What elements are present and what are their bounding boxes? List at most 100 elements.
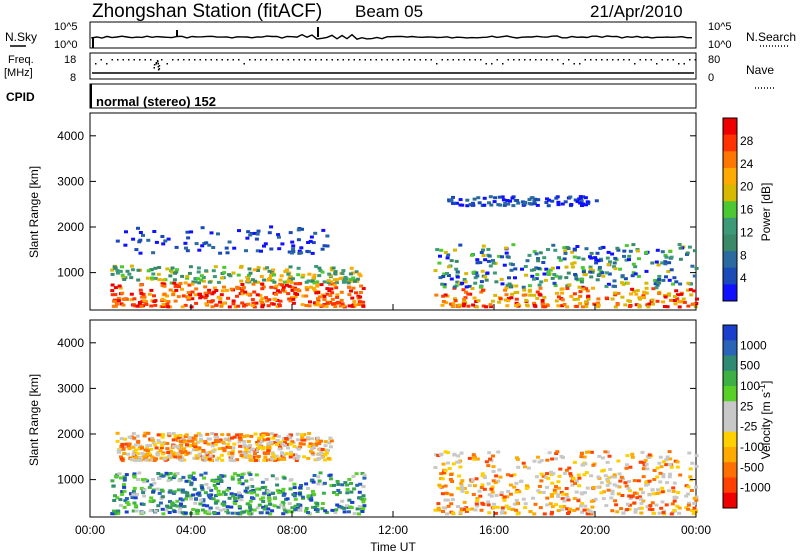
velocity-data-cell: [632, 501, 637, 505]
velocity-data-cell: [288, 487, 293, 491]
velocity-data-cell: [143, 431, 148, 435]
power-data-cell: [169, 281, 174, 285]
power-data-cell: [574, 304, 579, 308]
power-data-cell: [240, 289, 245, 293]
power-data-cell: [579, 280, 584, 284]
power-data-cell: [489, 203, 494, 207]
power-data-cell: [295, 292, 300, 296]
freq-dot: [221, 59, 223, 61]
velocity-data-cell: [223, 437, 228, 441]
velocity-data-cell: [217, 447, 222, 451]
power-data-cell: [572, 292, 577, 296]
power-data-cell: [599, 258, 604, 262]
freq-dot: [524, 59, 526, 61]
power-data-cell: [536, 266, 541, 270]
freq-dot: [661, 59, 663, 61]
power-data-cell: [510, 292, 515, 296]
velocity-data-cell: [149, 447, 154, 451]
velocity-data-cell: [200, 508, 205, 512]
power-data-cell: [174, 270, 179, 274]
velocity-data-cell: [650, 501, 655, 505]
freq-tick-top: 18: [64, 54, 76, 66]
power-data-cell: [134, 248, 139, 252]
velocity-data-cell: [545, 458, 550, 462]
velocity-data-cell: [281, 493, 286, 497]
velocity-data-cell: [184, 479, 189, 483]
power-data-cell: [454, 267, 459, 271]
velocity-data-cell: [500, 509, 505, 513]
power-data-cell: [349, 279, 354, 283]
power-data-cell: [341, 278, 346, 282]
velocity-data-cell: [349, 482, 353, 485]
power-data-cell: [160, 235, 165, 238]
freq-dot: [573, 63, 575, 65]
power-data-cell: [313, 231, 318, 235]
velocity-data-cell: [248, 508, 253, 512]
power-data-cell: [461, 288, 466, 292]
freq-dot: [474, 59, 476, 61]
power-data-cell: [252, 305, 257, 309]
power-data-cell: [582, 273, 587, 277]
velocity-data-cell: [180, 511, 185, 515]
power-data-cell: [225, 251, 230, 255]
velocity-data-cell: [593, 497, 598, 501]
velocity-data-cell: [487, 451, 492, 455]
power-data-cell: [661, 300, 665, 304]
velocity-data-cell: [231, 459, 236, 463]
power-data-cell: [589, 256, 594, 260]
power-data-cell: [527, 201, 532, 205]
velocity-data-cell: [282, 457, 287, 461]
velocity-data-cell: [271, 436, 276, 440]
velocity-data-cell: [599, 481, 604, 485]
power-data-cell: [442, 285, 447, 289]
power-data-cell: [523, 201, 528, 205]
velocity-data-cell: [212, 483, 217, 487]
velocity-data-cell: [559, 454, 564, 458]
velocity-data-cell: [113, 494, 117, 498]
power-data-cell: [522, 288, 527, 292]
power-data-cell: [162, 284, 167, 288]
velocity-data-cell: [316, 482, 321, 486]
power-data-cell: [287, 297, 292, 301]
power-data-cell: [271, 268, 275, 272]
velocity-data-cell: [169, 449, 174, 453]
power-data-cell: [304, 280, 309, 284]
velocity-data-cell: [596, 475, 601, 479]
velocity-data-cell: [449, 473, 454, 476]
velocity-data-cell: [185, 494, 190, 498]
power-data-cell: [261, 303, 266, 307]
velocity-data-cell: [211, 497, 216, 501]
power-y-tick-label: 3000: [57, 174, 84, 188]
freq-dot: [408, 59, 410, 61]
velocity-data-cell: [172, 444, 177, 448]
power-data-cell: [487, 201, 491, 205]
velocity-data-cell: [617, 485, 622, 489]
velocity-data-cell: [282, 506, 286, 510]
velocity-data-cell: [189, 497, 193, 501]
power-data-cell: [309, 285, 314, 289]
freq-dot: [158, 68, 161, 70]
power-data-cell: [139, 283, 144, 287]
velocity-data-cell: [554, 485, 558, 489]
power-data-cell: [304, 304, 309, 307]
velocity-data-cell: [127, 435, 132, 439]
velocity-data-cell: [336, 489, 341, 492]
velocity-x-ticks: 00:00 04:00 08:00 12:00 16:00 20:00 00:00: [75, 304, 711, 537]
velocity-data-cell: [233, 497, 237, 501]
velocity-data-cell: [538, 506, 543, 510]
velocity-data-cell: [228, 458, 233, 462]
velocity-data-cell: [318, 471, 323, 475]
power-data-cell: [505, 283, 510, 287]
velocity-data-cell: [199, 498, 204, 502]
velocity-data-cell: [120, 490, 125, 494]
velocity-data-cell: [225, 488, 230, 492]
velocity-data-cell: [222, 449, 227, 453]
power-data-cell: [511, 204, 516, 208]
power-data-cell: [433, 269, 438, 273]
power-data-cell: [146, 238, 151, 242]
velocity-data-cell: [237, 434, 242, 438]
power-data-cell: [449, 302, 454, 306]
power-data-cell: [308, 300, 312, 304]
velocity-data-cell: [324, 451, 329, 455]
power-data-cell: [172, 281, 177, 285]
